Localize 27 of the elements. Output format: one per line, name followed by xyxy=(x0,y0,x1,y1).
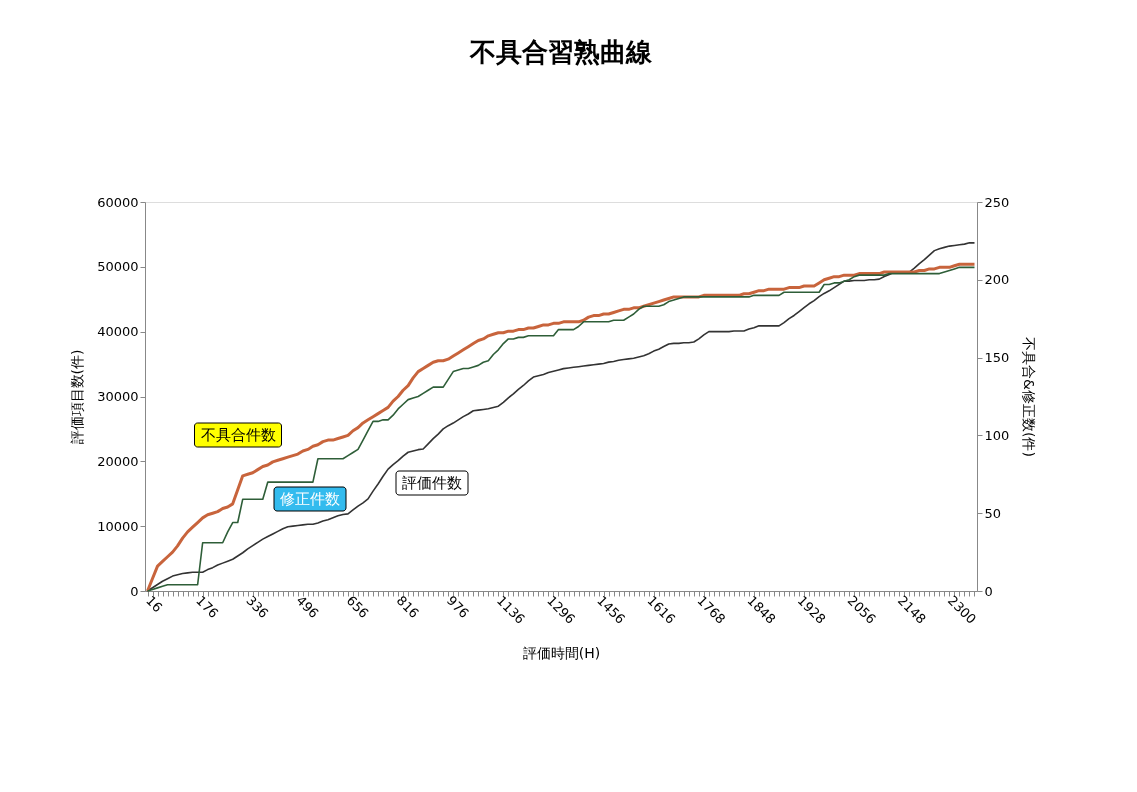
y2-tick-label: 150 xyxy=(984,350,1010,366)
chart-title: 不具合習熟曲線 xyxy=(469,37,653,67)
x-tick-label: 816 xyxy=(393,592,422,622)
x-tick-label: 336 xyxy=(243,592,272,622)
y2-tick-label: 0 xyxy=(984,583,993,599)
x-tick-label: 16 xyxy=(143,592,166,616)
y-axis-title: 評価項目数(件) xyxy=(69,349,86,445)
y-tick-label: 20000 xyxy=(97,453,139,469)
series-label: 評価件数 xyxy=(402,474,462,492)
x-tick-label: 176 xyxy=(193,592,222,622)
x-axis-title: 評価時間(H) xyxy=(522,644,601,661)
y2-tick-label: 50 xyxy=(984,505,1002,521)
x-tick-label: 656 xyxy=(343,592,372,622)
y2-tick-label: 250 xyxy=(984,194,1010,210)
y-tick-label: 50000 xyxy=(97,259,139,275)
y2-tick-label: 200 xyxy=(984,272,1010,288)
x-tick-label: 496 xyxy=(293,592,322,622)
y2-tick-label: 100 xyxy=(984,427,1010,443)
y-tick-label: 40000 xyxy=(97,324,139,340)
series-label: 不具合件数 xyxy=(200,426,276,444)
y-tick-label: 30000 xyxy=(97,389,139,404)
y-tick-label: 10000 xyxy=(97,518,139,534)
x-tick-label: 976 xyxy=(443,592,472,622)
series-label: 修正件数 xyxy=(280,490,340,508)
y-tick-label: 0 xyxy=(130,583,139,599)
y-tick-label: 60000 xyxy=(97,194,139,210)
y2-axis-title: 不具合&修正数(件) xyxy=(1021,337,1038,457)
